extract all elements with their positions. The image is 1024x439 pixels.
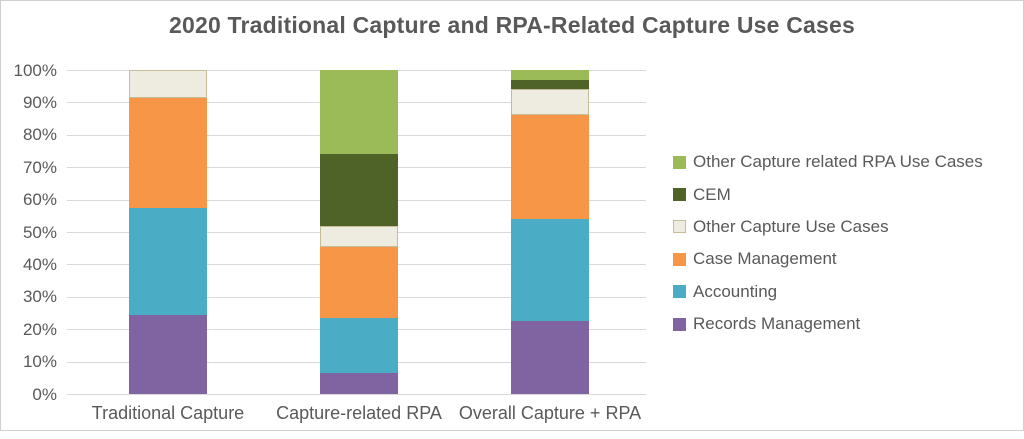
legend-label: Case Management [693, 249, 837, 269]
category-label: Traditional Capture [91, 403, 245, 423]
legend-label: Other Capture Use Cases [693, 216, 889, 236]
y-tick-label: 40% [22, 254, 57, 274]
category-label: Capture-related RPA [276, 403, 442, 423]
plot-area [67, 70, 646, 395]
chart-title: 2020 Traditional Capture and RPA-Related… [168, 12, 856, 38]
legend-item: Other Capture related RPA Use Cases [673, 146, 1021, 178]
legend-swatch [673, 317, 686, 331]
y-tick-label: 80% [22, 125, 57, 145]
y-tick-label: 20% [22, 319, 57, 339]
y-tick-label: 50% [22, 222, 57, 242]
bar-segment [320, 317, 398, 373]
bar-segment [511, 115, 589, 220]
legend-swatch [673, 285, 686, 299]
bar-segment [129, 207, 207, 315]
legend-item: CEM [673, 178, 1021, 210]
y-tick-label: 30% [22, 287, 57, 307]
legend-item: Records Management [673, 308, 1021, 340]
legend-swatch [673, 188, 686, 202]
bar-segment [320, 372, 398, 394]
bar-segment [511, 89, 589, 116]
legend-item: Case Management [673, 243, 1021, 275]
bar-segment [320, 225, 398, 247]
bar-segment [511, 219, 589, 322]
bar-2 [320, 70, 398, 394]
legend-label: Accounting [693, 281, 778, 301]
bar-segment [511, 321, 589, 394]
bar-3 [511, 70, 589, 394]
y-tick-label: 70% [22, 157, 57, 177]
gridline [67, 394, 646, 395]
y-tick-label: 10% [22, 352, 57, 372]
bar-1 [129, 70, 207, 394]
legend-item: Accounting [673, 276, 1021, 308]
y-tick-label: 0% [32, 384, 57, 404]
bar-segment [511, 70, 589, 80]
y-tick-label: 90% [22, 92, 57, 112]
y-tick-label: 100% [13, 60, 57, 80]
legend-label: CEM [693, 184, 731, 204]
bar-segment [129, 70, 207, 98]
bar-segment [511, 79, 589, 90]
legend-swatch [673, 220, 686, 234]
bar-segment [320, 70, 398, 155]
bar-segment [320, 154, 398, 226]
legend-swatch [673, 155, 686, 169]
bar-segment [129, 97, 207, 208]
bar-segment [129, 314, 207, 394]
legend-label: Other Capture related RPA Use Cases [693, 152, 983, 172]
category-label: Overall Capture + RPA [458, 403, 642, 423]
y-tick-label: 60% [22, 190, 57, 210]
legend: Other Capture related RPA Use Cases CEM Ot… [673, 146, 1021, 340]
legend-item: Other Capture Use Cases [673, 211, 1021, 243]
legend-label: Records Management [693, 314, 861, 334]
bar-segment [320, 246, 398, 318]
legend-swatch [673, 252, 686, 266]
